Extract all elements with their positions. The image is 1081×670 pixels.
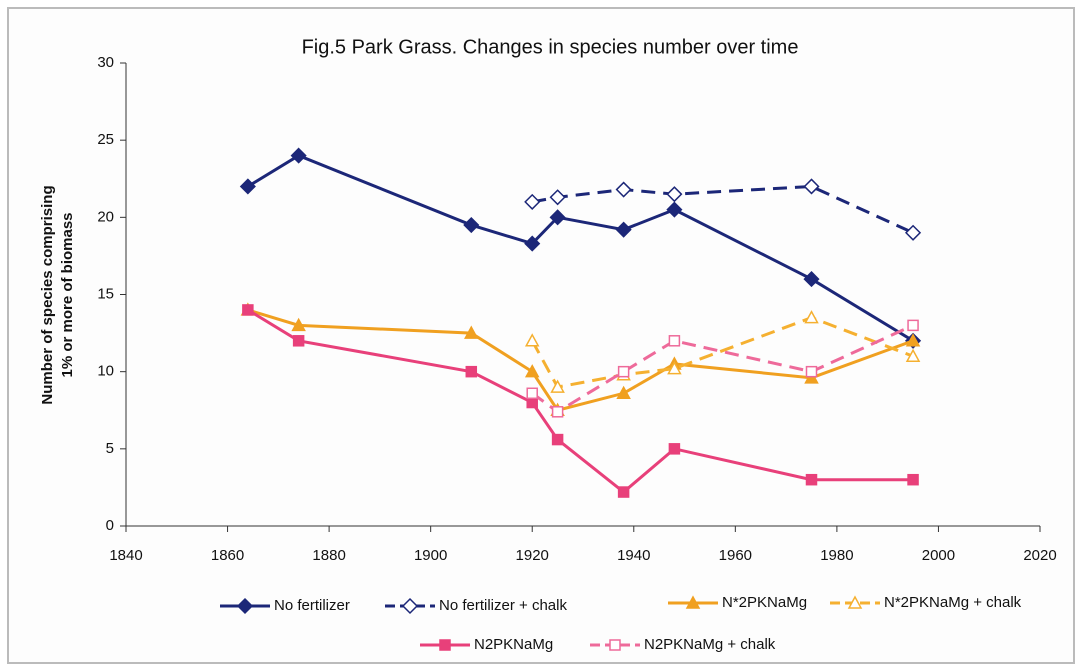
y-tick-label: 30 xyxy=(97,54,114,71)
data-point xyxy=(239,178,256,195)
data-point xyxy=(551,433,564,446)
legend-label: N*2PKNaMg + chalk xyxy=(884,594,1022,611)
data-point xyxy=(524,333,540,347)
data-point xyxy=(550,379,565,393)
legend-marker xyxy=(685,595,701,609)
x-tick-label: 1900 xyxy=(414,547,447,564)
y-axis-label: Number of species comprising xyxy=(39,185,56,404)
data-point xyxy=(617,486,630,498)
legend-marker xyxy=(847,595,863,609)
x-tick-label: 2020 xyxy=(1023,547,1056,564)
data-point xyxy=(805,473,818,486)
y-tick-label: 10 xyxy=(97,363,114,380)
data-point xyxy=(803,271,820,288)
data-point xyxy=(524,235,541,252)
legend-label: No fertilizer xyxy=(274,597,350,614)
data-point xyxy=(804,310,819,324)
data-point xyxy=(617,365,630,378)
data-point xyxy=(242,304,254,316)
data-point xyxy=(905,348,921,362)
x-tick-label: 2000 xyxy=(922,547,955,564)
data-point xyxy=(904,224,922,241)
y-tick-label: 0 xyxy=(106,517,114,534)
data-point xyxy=(668,443,681,455)
legend-marker xyxy=(609,639,621,651)
data-point xyxy=(464,325,479,339)
x-tick-label: 1940 xyxy=(617,547,650,564)
legend-marker xyxy=(439,639,451,651)
frame xyxy=(7,7,1075,664)
data-point xyxy=(526,387,538,400)
data-point xyxy=(551,406,564,418)
legend-label: N2PKNaMg xyxy=(474,636,553,653)
data-point xyxy=(907,319,919,332)
y-axis-label: 1% or more of biomass xyxy=(59,212,76,377)
x-tick-label: 1840 xyxy=(109,547,142,564)
data-point xyxy=(463,216,480,234)
legend-marker xyxy=(236,597,254,615)
data-point xyxy=(524,364,540,378)
data-point xyxy=(615,181,632,198)
data-point xyxy=(616,385,631,400)
x-tick-label: 1960 xyxy=(719,547,752,564)
data-point xyxy=(907,473,919,486)
legend-label: No fertilizer + chalk xyxy=(439,597,567,614)
data-point xyxy=(290,147,307,164)
x-tick-label: 1880 xyxy=(312,547,345,564)
data-point xyxy=(803,178,820,195)
data-point xyxy=(905,333,921,347)
y-tick-label: 25 xyxy=(97,131,114,148)
data-point xyxy=(291,317,306,332)
legend-marker xyxy=(401,597,419,615)
legend-label: N2PKNaMg + chalk xyxy=(644,636,776,653)
series-line xyxy=(530,316,914,389)
data-point xyxy=(615,221,632,238)
data-point xyxy=(666,186,683,203)
data-point xyxy=(805,365,818,378)
data-point xyxy=(549,209,566,226)
data-point xyxy=(549,189,566,206)
x-tick-label: 1920 xyxy=(516,547,549,564)
x-tick-label: 1980 xyxy=(820,547,853,564)
data-point xyxy=(668,335,681,347)
y-tick-label: 15 xyxy=(97,285,114,302)
data-point xyxy=(666,201,683,218)
x-tick-label: 1860 xyxy=(211,547,244,564)
legend-label: N*2PKNaMg xyxy=(722,594,807,611)
data-point xyxy=(465,365,478,378)
data-point xyxy=(526,396,538,409)
chart-title: Fig.5 Park Grass. Changes in species num… xyxy=(302,36,799,58)
data-point xyxy=(292,335,305,347)
data-point xyxy=(667,361,682,375)
y-tick-label: 5 xyxy=(106,440,114,457)
data-point xyxy=(524,193,541,210)
y-tick-label: 20 xyxy=(97,208,114,225)
series-line xyxy=(531,184,914,235)
